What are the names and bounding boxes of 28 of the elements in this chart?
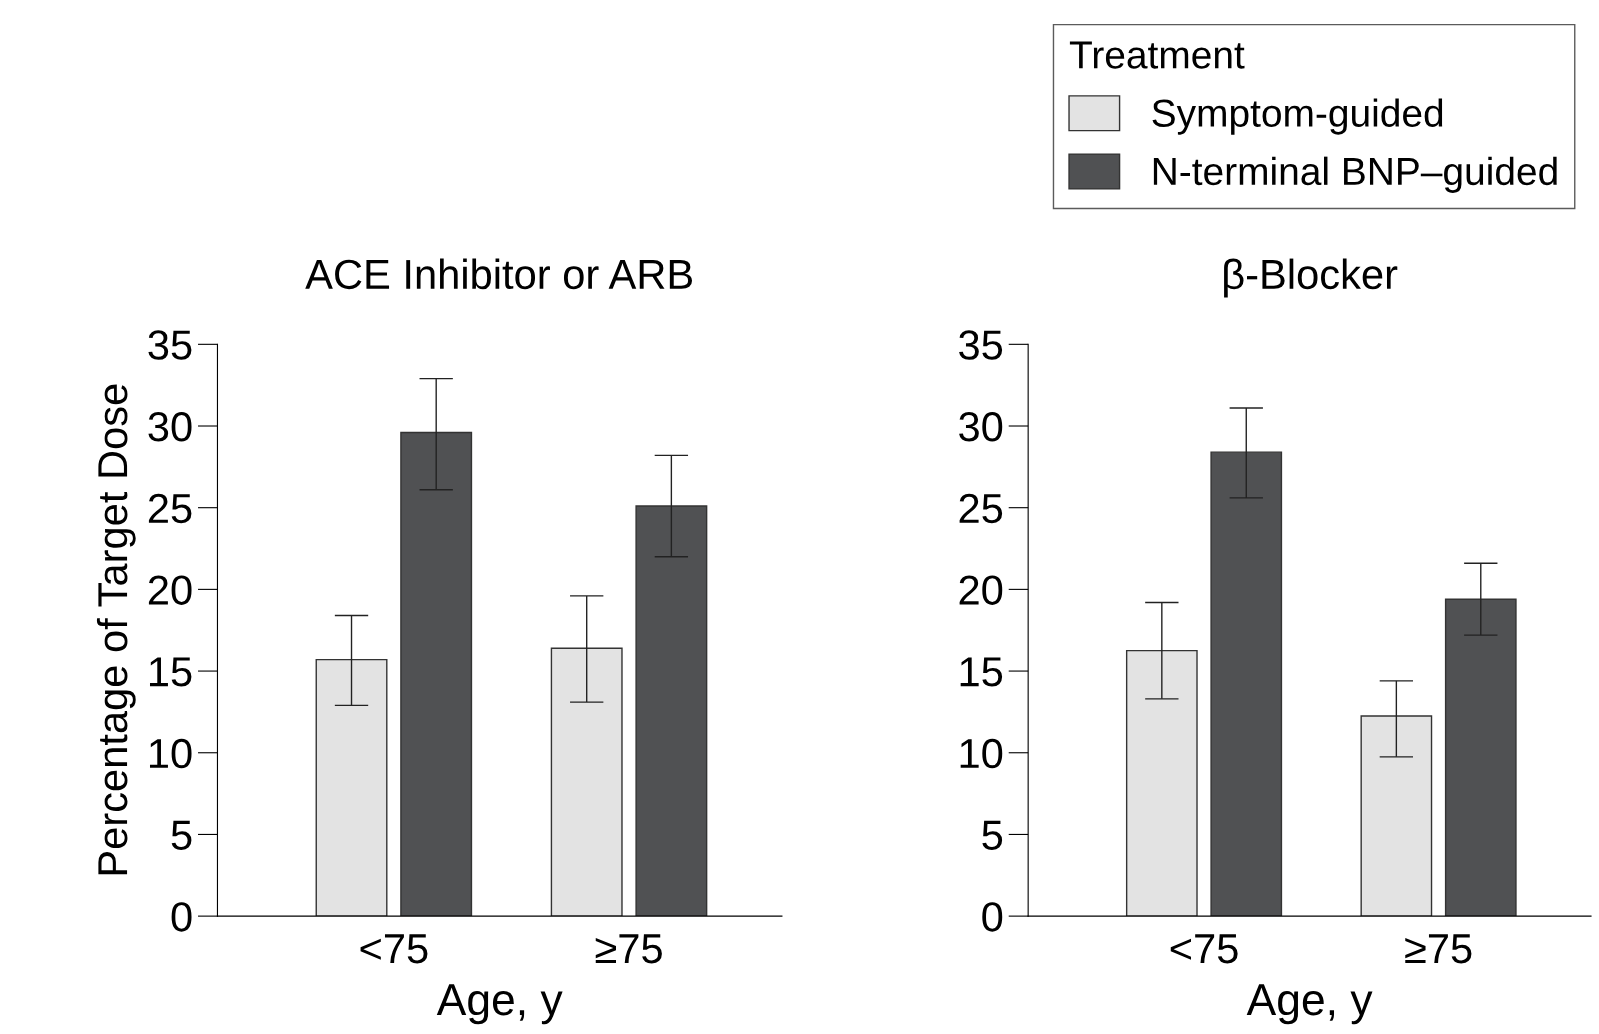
y-tick-label: 25 [148, 493, 192, 524]
x-tick-label: <75 [360, 934, 428, 964]
y-tick-label: 10 [149, 738, 192, 769]
y-tick-label: 15 [149, 657, 192, 687]
y-tick-label: 0 [982, 902, 1003, 932]
y-tick-label: 20 [959, 575, 1003, 605]
y-tick-label: 10 [960, 738, 1003, 769]
chart-title: ACE Inhibitor or ARB [305, 258, 693, 290]
y-axis-title: Percentage of Target Dose [96, 384, 136, 875]
y-tick-label: 35 [959, 330, 1003, 360]
y-tick-label: 35 [148, 330, 192, 360]
y-tick-label: 15 [960, 657, 1003, 687]
legend-label: N-terminal BNP–guided [1153, 156, 1557, 193]
x-axis-title: Age, y [1246, 984, 1373, 1025]
y-tick-label: 25 [959, 493, 1003, 524]
x-tick-label: <75 [1170, 934, 1238, 964]
y-tick-label: 20 [148, 575, 192, 605]
y-tick-label: 30 [148, 412, 192, 442]
chart-title: β-Blocker [1224, 258, 1398, 298]
x-tick-label: ≥75 [595, 934, 662, 964]
legend-title: Treatment [1069, 41, 1245, 69]
x-axis-title: Age, y [436, 984, 563, 1025]
y-tick-label: 0 [171, 902, 192, 932]
legend-label: Symptom-guided [1152, 98, 1443, 135]
y-tick-label: 30 [959, 412, 1003, 442]
x-tick-label: ≥75 [1405, 934, 1472, 964]
y-tick-label: 5 [171, 820, 192, 850]
y-tick-label: 5 [982, 820, 1003, 850]
